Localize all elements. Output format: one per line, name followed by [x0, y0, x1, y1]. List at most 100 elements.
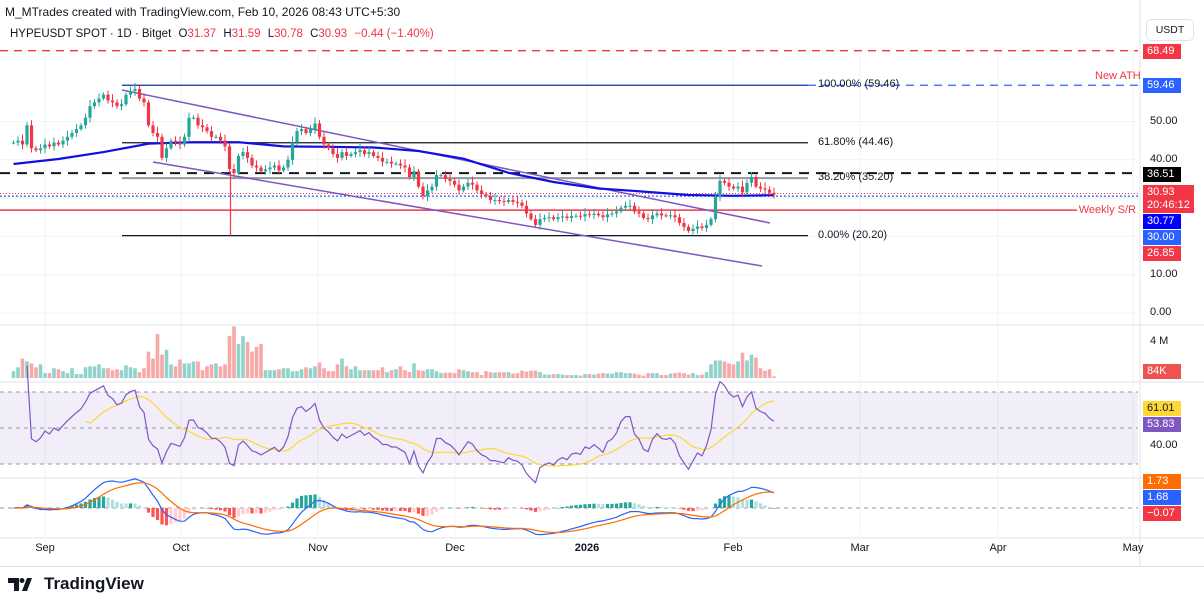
volume-bar [205, 366, 209, 378]
volume-bar [727, 363, 731, 378]
macd-histogram-bar [605, 504, 610, 508]
candle-body [484, 194, 488, 197]
candle-body [110, 100, 115, 103]
macd-histogram-bar [245, 508, 250, 514]
price-axis-tick: 50.00 [1150, 114, 1178, 127]
candle-body [412, 171, 416, 178]
macd-histogram-bar [641, 505, 646, 508]
volume-bar [209, 364, 214, 378]
candle-body [718, 180, 722, 197]
symbol-name[interactable]: HYPEUSDT SPOT · 1D · Bitget [10, 28, 172, 40]
candle-body [326, 144, 331, 149]
volume-bar [272, 370, 277, 378]
candle-body [47, 144, 52, 147]
volume-bar [511, 373, 515, 378]
price-tag: 26.85 [1143, 245, 1181, 261]
time-axis-label: Nov [308, 542, 328, 554]
footer-divider [0, 566, 1204, 567]
candle-body [713, 196, 718, 220]
volume-bar [542, 374, 547, 378]
macd-histogram-bar [358, 508, 362, 510]
price-chart[interactable] [0, 0, 1204, 566]
volume-bar [740, 352, 745, 378]
macd-histogram-bar [493, 508, 497, 510]
volume-bar [196, 361, 200, 378]
macd-histogram-bar [97, 496, 101, 508]
candle-body [632, 205, 637, 212]
price-tag: 68.49 [1143, 43, 1181, 59]
moving-average-line [13, 141, 775, 197]
volume-bar [173, 366, 178, 378]
rsi-tag: 53.83 [1143, 417, 1181, 433]
volume-bar [187, 363, 191, 378]
volume-bar [380, 367, 385, 378]
price-axis-tick: 10.00 [1150, 267, 1178, 280]
volume-bar [457, 369, 461, 378]
macd-histogram-bar [421, 508, 425, 516]
candle-body [349, 154, 353, 156]
volume-bar [155, 334, 160, 378]
candle-body [250, 157, 254, 166]
candle-body [137, 88, 142, 99]
macd-histogram-bar [115, 501, 119, 508]
volume-bar [758, 368, 763, 378]
volume-bar [695, 375, 700, 378]
macd-histogram-bar [295, 498, 299, 508]
volume-bar [569, 375, 574, 378]
volume-bar [371, 370, 376, 378]
tradingview-logo[interactable]: TradingView [8, 574, 144, 594]
volume-bar [20, 358, 25, 378]
candle-body [142, 98, 146, 103]
price-change: −0.44 (−1.40%) [354, 28, 434, 40]
macd-histogram-bar [88, 499, 92, 508]
volume-bar [322, 368, 326, 378]
price-tag: 30.77 [1143, 213, 1181, 229]
volume-bar [335, 364, 340, 378]
macd-histogram-bar [403, 508, 407, 512]
macd-histogram-bar [389, 508, 394, 511]
volume-bar [704, 372, 709, 378]
volume-bar [277, 369, 281, 378]
candle-body [628, 205, 632, 207]
macd-histogram-bar [259, 508, 263, 514]
time-axis-label: May [1122, 542, 1144, 554]
volume-bar [160, 354, 164, 378]
candle-body [448, 178, 452, 181]
candle-body [241, 152, 245, 156]
symbol-legend[interactable]: HYPEUSDT SPOT · 1D · Bitget O31.37 H31.5… [10, 28, 438, 40]
volume-bar [461, 370, 466, 378]
candle-body [151, 125, 155, 133]
macd-histogram-bar [722, 496, 727, 508]
candle-body [614, 211, 619, 214]
candle-body [290, 142, 295, 160]
candle-body [16, 140, 20, 143]
volume-bar [92, 366, 97, 378]
rsi-tag: 61.01 [1143, 401, 1181, 417]
volume-bar [254, 346, 259, 378]
macd-histogram-bar [362, 508, 367, 510]
candle-body [335, 154, 340, 158]
currency-button[interactable]: USDT [1146, 19, 1194, 41]
macd-histogram-bar [268, 508, 272, 512]
candle-body [673, 215, 677, 218]
volume-bar [385, 372, 389, 378]
candle-body [362, 150, 367, 155]
volume-bar [628, 373, 632, 378]
candle-body [470, 182, 475, 185]
candle-body [767, 189, 772, 193]
weekly-sr-label: Weekly S/R [1076, 204, 1138, 217]
new-ath-label: New ATH [1095, 70, 1141, 82]
candle-body [227, 146, 232, 169]
macd-histogram-bar [601, 504, 605, 508]
candle-body [731, 186, 736, 189]
volume-bar [250, 351, 254, 378]
volume-bar [304, 367, 308, 378]
macd-histogram-bar [709, 508, 713, 509]
volume-bar [691, 373, 695, 378]
volume-bar [700, 374, 704, 378]
macd-histogram-bar [452, 507, 457, 509]
volume-bar [619, 372, 623, 378]
macd-histogram-bar [137, 505, 142, 508]
volume-bar [614, 372, 619, 378]
volume-bar [677, 372, 682, 378]
